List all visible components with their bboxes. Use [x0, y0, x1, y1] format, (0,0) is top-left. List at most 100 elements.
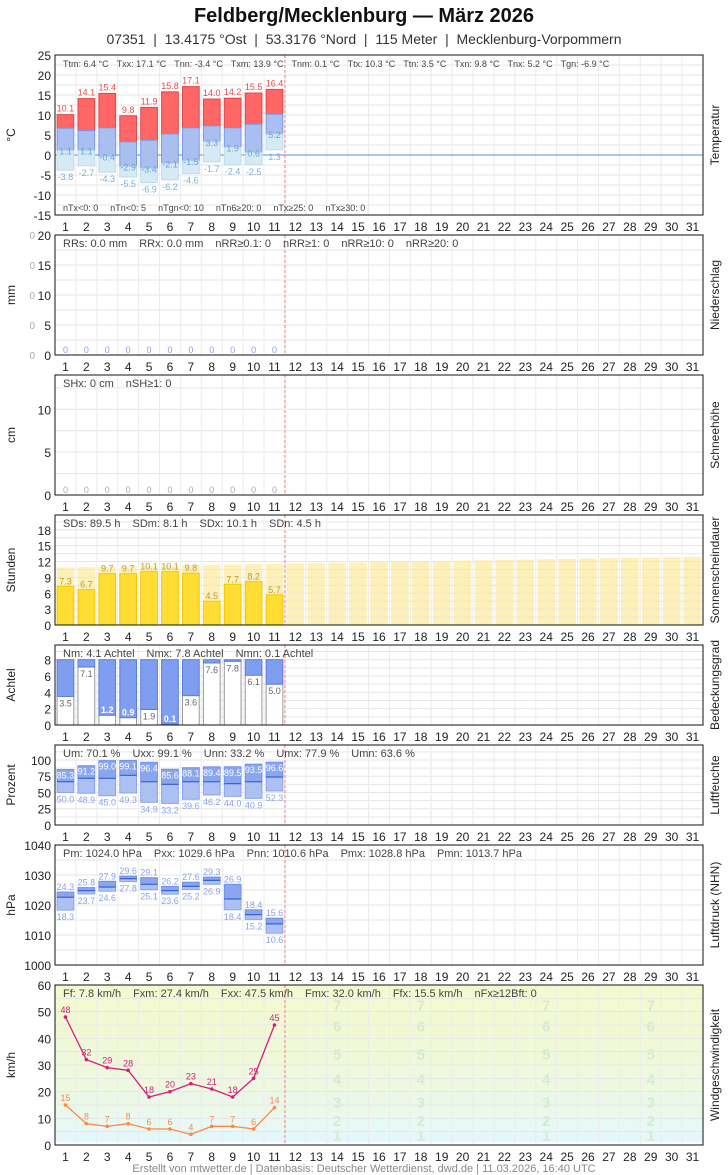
sunshine-bar — [140, 571, 158, 626]
x-tick-label: 11 — [268, 730, 281, 744]
min-label: 10.6 — [266, 935, 284, 945]
snow-value-label: 0 — [230, 485, 235, 495]
panel-title: Temperatur — [708, 105, 722, 166]
tmax-label: 14.0 — [203, 88, 221, 98]
beaufort-label: 2 — [417, 1113, 425, 1130]
mean-wind-label: 6 — [251, 1117, 256, 1127]
x-tick-label: 17 — [393, 360, 407, 374]
x-tick-label: 25 — [560, 1150, 574, 1164]
x-tick-label: 4 — [125, 630, 132, 644]
x-tick-label: 3 — [104, 630, 111, 644]
x-tick-label: 10 — [247, 970, 261, 984]
max-label: 18.4 — [245, 900, 263, 910]
x-tick-label: 23 — [519, 220, 533, 234]
x-tick-label: 16 — [372, 1150, 386, 1164]
tmax-label: 11.9 — [141, 96, 158, 106]
x-tick-label: 22 — [498, 360, 512, 374]
y-tick-label: 1020 — [24, 899, 51, 913]
x-tick-label: 27 — [602, 220, 616, 234]
x-tick-label: 7 — [188, 630, 195, 644]
x-tick-label: 24 — [540, 830, 554, 844]
y-tick-label: 1010 — [24, 929, 51, 943]
cloud-label: 1.9 — [143, 711, 156, 721]
ground-min-label: -6.9 — [141, 185, 157, 195]
x-tick-label: 8 — [208, 730, 215, 744]
gust-label: 45 — [269, 1013, 279, 1023]
x-tick-label: 6 — [167, 970, 174, 984]
cloud-label: 6.1 — [247, 677, 260, 687]
x-tick-label: 26 — [581, 830, 595, 844]
y-tick-label: 10 — [38, 403, 52, 417]
precipitation-value-label: 0 — [105, 345, 110, 355]
x-tick-label: 2 — [83, 630, 90, 644]
max-label: 29.1 — [140, 868, 158, 878]
sunshine-bar — [161, 571, 179, 626]
x-tick-label: 5 — [146, 1150, 153, 1164]
stat-value: nTx≥25: 0 — [273, 203, 313, 213]
y-tick-label: 4 — [44, 686, 51, 700]
y-tick-label: 40 — [38, 1032, 52, 1046]
cloud-cover-bar — [182, 659, 200, 697]
x-tick-label: 19 — [435, 500, 449, 514]
x-tick-label: 6 — [167, 830, 174, 844]
x-tick-label: 6 — [167, 630, 174, 644]
beaufort-label: 4 — [647, 1072, 656, 1089]
x-tick-label: 16 — [372, 730, 386, 744]
x-tick-label: 1 — [62, 360, 69, 374]
x-tick-label: 23 — [519, 730, 533, 744]
ground-min-bar — [140, 168, 158, 184]
x-tick-label: 1 — [62, 830, 69, 844]
x-tick-label: 13 — [310, 360, 324, 374]
x-tick-label: 27 — [602, 970, 616, 984]
mean-wind-label: 7 — [105, 1114, 110, 1124]
x-tick-label: 18 — [414, 630, 428, 644]
max-label: 89.5 — [224, 768, 242, 778]
x-tick-label: 3 — [104, 360, 111, 374]
gust-point — [84, 1057, 89, 1062]
tmax-bar — [182, 86, 200, 129]
x-tick-label: 10 — [247, 730, 261, 744]
y-tick-label: 60 — [38, 979, 52, 993]
beaufort-band — [55, 1041, 703, 1068]
beaufort-label: 6 — [333, 1018, 341, 1035]
ground-min-bar — [244, 152, 263, 166]
y-tick-secondary: 0 — [29, 261, 35, 272]
y-tick-label: -10 — [34, 189, 52, 203]
y-tick-label: 20 — [38, 229, 52, 243]
x-tick-label: 28 — [623, 970, 637, 984]
snow-value-label: 0 — [167, 485, 172, 495]
possible-sunshine-bar — [579, 558, 597, 625]
x-tick-label: 16 — [372, 500, 386, 514]
x-tick-label: 14 — [331, 220, 345, 234]
x-tick-label: 16 — [372, 970, 386, 984]
stat-value: SDn: 4.5 h — [269, 518, 321, 530]
lower-range-bar — [244, 781, 263, 799]
x-tick-label: 9 — [229, 730, 236, 744]
y-tick-label: 20 — [38, 69, 52, 83]
x-tick-label: 8 — [208, 500, 215, 514]
x-tick-label: 13 — [310, 630, 324, 644]
mean-wind-point — [126, 1121, 130, 1126]
sunshine-bar — [98, 573, 117, 626]
beaufort-label: 5 — [647, 1046, 655, 1063]
ground-min-bar — [161, 162, 179, 181]
x-tick-label: 1 — [62, 500, 69, 514]
x-tick-label: 24 — [540, 730, 554, 744]
y-tick-label: 3 — [44, 603, 51, 617]
y-tick-label: 100 — [31, 754, 51, 768]
x-tick-label: 5 — [146, 830, 153, 844]
x-tick-label: 10 — [247, 830, 261, 844]
tmax-label: 17.1 — [182, 76, 200, 86]
stat-value: Ttn: 3.5 °C — [403, 59, 447, 69]
cloud-cover-bar — [56, 659, 75, 697]
x-tick-label: 19 — [435, 830, 449, 844]
gust-label: 21 — [207, 1077, 217, 1087]
stat-value: Nmx: 7.8 Achtel — [147, 648, 224, 660]
snow-value-label: 0 — [209, 485, 214, 495]
stat-value: Fmx: 32.0 km/h — [305, 988, 381, 1000]
y-tick-label: 0 — [44, 1139, 51, 1153]
ground-min-label: -2.4 — [225, 167, 241, 177]
possible-sunshine-bar — [537, 559, 556, 625]
